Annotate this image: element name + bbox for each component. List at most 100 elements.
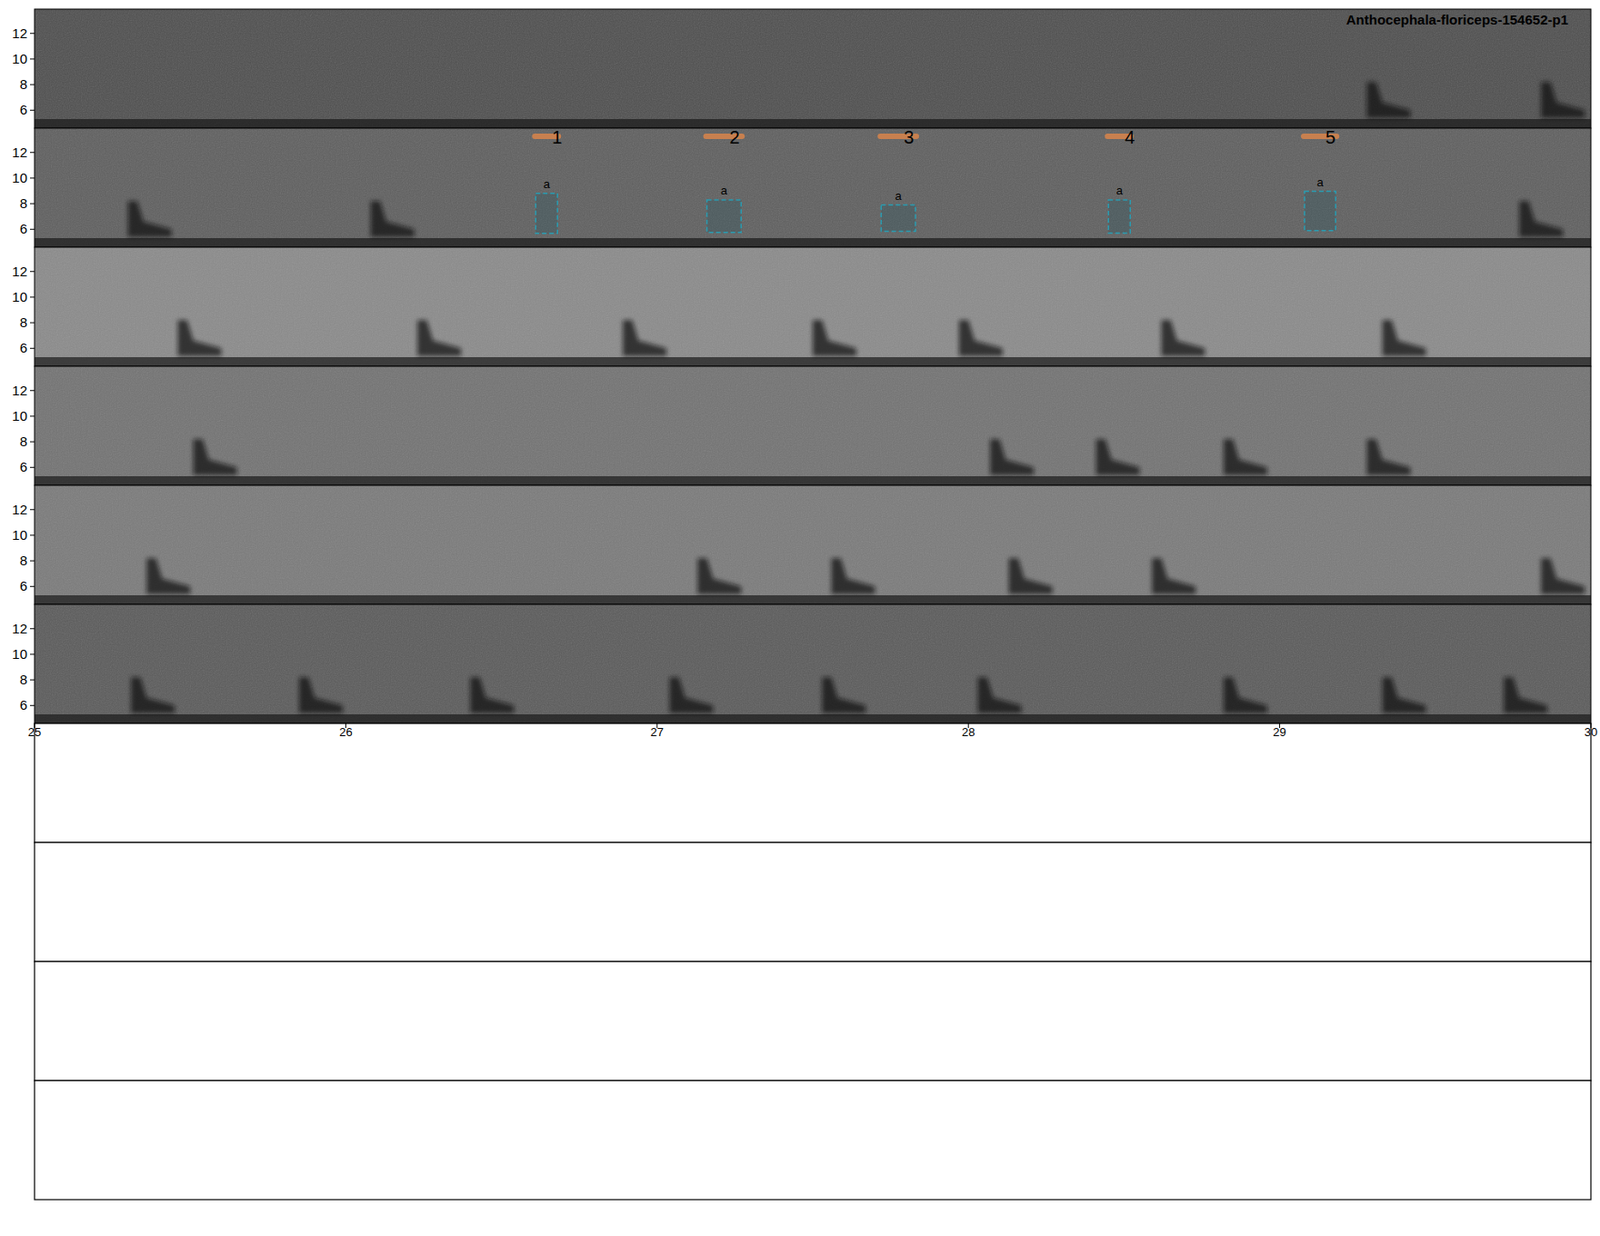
y-tick	[30, 390, 35, 391]
low-band	[34, 238, 1591, 248]
spectrogram-background	[34, 485, 1591, 605]
spectrogram-background	[34, 366, 1591, 486]
y-tick	[30, 680, 35, 681]
y-tick-label: 6	[20, 340, 28, 356]
call	[417, 320, 461, 356]
call	[669, 677, 713, 713]
y-tick-label: 6	[20, 220, 28, 237]
y-tick-label: 10	[11, 50, 28, 67]
call	[1519, 200, 1563, 237]
selection-number: 2	[729, 127, 740, 148]
call	[1382, 320, 1427, 356]
call	[1151, 558, 1196, 594]
calls	[34, 200, 1591, 248]
spectrogram-noise	[34, 604, 1591, 724]
call	[1540, 558, 1585, 594]
y-tick	[30, 509, 35, 510]
panel-frame	[34, 485, 1591, 605]
y-tick	[30, 203, 35, 205]
y-tick-label: 6	[20, 101, 28, 118]
y-tick-label: 6	[20, 697, 28, 713]
call	[959, 320, 1003, 356]
y-tick	[30, 705, 35, 707]
panel-frame	[34, 604, 1591, 724]
calls	[34, 677, 1591, 724]
y-tick-label: 8	[20, 195, 28, 211]
calls	[34, 81, 1591, 129]
call	[1096, 439, 1140, 475]
low-band	[34, 357, 1591, 367]
empty-panel	[34, 842, 1591, 962]
call	[1366, 81, 1410, 118]
panel-frame	[34, 9, 1591, 129]
call	[193, 439, 238, 475]
call	[299, 677, 343, 713]
call	[831, 558, 876, 594]
y-tick-label: 10	[11, 289, 28, 305]
low-band	[34, 119, 1591, 129]
selection-box	[1108, 200, 1130, 234]
y-tick-label: 12	[11, 382, 28, 399]
call	[990, 439, 1034, 475]
empty-panel	[34, 723, 1591, 843]
y-tick	[30, 628, 35, 630]
calls	[34, 558, 1591, 605]
panel-frame	[34, 128, 1591, 248]
box-label: a	[1316, 175, 1324, 190]
call	[1160, 320, 1205, 356]
y-tick	[30, 151, 35, 153]
selection-box	[880, 205, 916, 232]
box-label: a	[895, 189, 903, 203]
selection-box	[707, 200, 742, 233]
selection-box	[1304, 191, 1336, 231]
calls	[34, 320, 1591, 367]
call	[622, 320, 667, 356]
y-tick-label: 12	[11, 620, 28, 637]
low-band	[34, 714, 1591, 724]
y-tick-label: 12	[11, 144, 28, 160]
empty-panel	[34, 961, 1591, 1081]
call	[812, 320, 857, 356]
call	[130, 677, 175, 713]
y-tick-label: 6	[20, 459, 28, 475]
selection-number: 5	[1325, 127, 1336, 148]
y-tick	[30, 32, 35, 34]
box-label: a	[543, 177, 551, 191]
y-tick-label: 8	[20, 314, 28, 330]
low-band	[34, 595, 1591, 605]
y-tick	[30, 653, 35, 655]
x-tick-label: 27	[650, 725, 664, 740]
call	[146, 558, 190, 594]
spectrogram-noise	[34, 128, 1591, 248]
y-tick	[30, 348, 35, 350]
spectrogram-noise	[34, 9, 1591, 129]
selection-number: 3	[903, 127, 914, 148]
calls	[34, 439, 1591, 486]
y-tick	[30, 110, 35, 111]
spectrogram-noise	[34, 366, 1591, 486]
y-tick-label: 10	[11, 170, 28, 186]
y-tick-label: 8	[20, 433, 28, 450]
x-tick-label: 25	[28, 725, 41, 740]
spectrogram-background	[34, 604, 1591, 724]
x-tick-label: 29	[1272, 725, 1286, 740]
call	[1009, 558, 1053, 594]
y-tick-label: 10	[11, 408, 28, 424]
box-label: a	[1116, 183, 1124, 198]
y-tick	[30, 84, 35, 86]
low-band	[34, 476, 1591, 486]
call	[470, 677, 514, 713]
y-tick	[30, 229, 35, 230]
y-tick	[30, 467, 35, 469]
x-tick-label: 28	[961, 725, 975, 740]
call	[1223, 677, 1268, 713]
y-tick	[30, 560, 35, 562]
box-label: a	[720, 183, 729, 198]
y-tick	[30, 534, 35, 536]
y-tick	[30, 441, 35, 443]
y-tick-label: 8	[20, 552, 28, 569]
selection-number: 1	[551, 127, 562, 148]
call	[1382, 677, 1427, 713]
y-tick-label: 12	[11, 263, 28, 280]
y-tick	[30, 296, 35, 298]
